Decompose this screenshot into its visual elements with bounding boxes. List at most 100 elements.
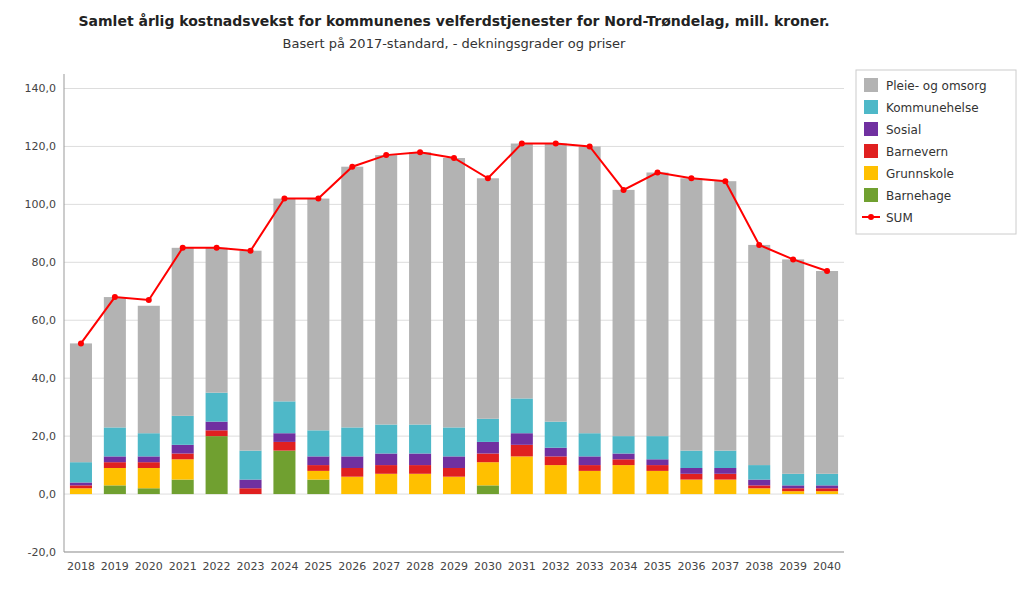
bar-segment — [646, 172, 668, 436]
legend-label: Pleie- og omsorg — [886, 79, 987, 93]
grid — [64, 88, 844, 552]
bar-segment — [206, 436, 228, 494]
bar-segment — [782, 259, 804, 473]
bar-segment — [816, 488, 838, 491]
bar-segment — [646, 436, 668, 459]
sum-marker — [78, 340, 84, 346]
bar-segment — [782, 474, 804, 486]
x-tick-label: 2037 — [711, 560, 739, 573]
sum-marker — [451, 155, 457, 161]
bar-segment — [341, 167, 363, 428]
bar-segment — [680, 451, 702, 468]
bar-segment — [206, 422, 228, 431]
bar-segment — [307, 480, 329, 494]
sum-line — [81, 144, 827, 344]
bar-segment — [714, 468, 736, 474]
bar-segment — [307, 471, 329, 480]
bar-segment — [477, 419, 499, 442]
bar-segment — [545, 144, 567, 422]
bar-segment — [206, 393, 228, 422]
y-tick-label: 60,0 — [32, 314, 57, 327]
bar-segment — [375, 474, 397, 494]
bar-segment — [273, 401, 295, 433]
bar-segment — [443, 477, 465, 494]
bar-segment — [172, 480, 194, 494]
x-tick-label: 2039 — [779, 560, 807, 573]
bar-segment — [307, 430, 329, 456]
sum-marker — [112, 294, 118, 300]
bar-segment — [748, 488, 770, 494]
bar-segment — [511, 445, 533, 457]
sum-marker — [654, 169, 660, 175]
x-axis-line — [64, 552, 844, 553]
y-tick-label: 100,0 — [25, 198, 57, 211]
bar-segment — [104, 485, 126, 494]
grid-line — [64, 88, 844, 89]
y-tick-label: 120,0 — [25, 140, 57, 153]
bar-segment — [138, 468, 160, 488]
title: Samlet årlig kostnadsvekst for kommunene… — [78, 13, 829, 29]
bar-segment — [375, 155, 397, 424]
x-tick-label: 2021 — [169, 560, 197, 573]
bar-segment — [646, 459, 668, 465]
sum-marker — [621, 187, 627, 193]
sum-marker — [315, 196, 321, 202]
x-tick-label: 2031 — [508, 560, 536, 573]
bar-segment — [613, 465, 635, 494]
bar-segment — [579, 465, 601, 471]
bar-segment — [273, 451, 295, 494]
sum-marker — [417, 149, 423, 155]
bar-segment — [680, 178, 702, 450]
bar-segment — [273, 199, 295, 402]
x-tick-label: 2030 — [474, 560, 502, 573]
bar-segment — [172, 248, 194, 416]
bar-segment — [511, 433, 533, 445]
bar-segment — [307, 199, 329, 431]
bar-segment — [70, 485, 92, 488]
bar-segment — [104, 456, 126, 462]
legend-swatch — [864, 122, 878, 136]
bar-segment — [138, 462, 160, 468]
bar-segment — [714, 181, 736, 450]
bar-segment — [240, 451, 262, 480]
sum-marker — [824, 268, 830, 274]
sum-marker — [553, 141, 559, 147]
bar-segment — [206, 430, 228, 436]
y-tick-label: 140,0 — [25, 82, 57, 95]
bar-segment — [477, 178, 499, 418]
sum-marker — [722, 178, 728, 184]
bar-segment — [545, 465, 567, 494]
bar-segment — [613, 459, 635, 465]
legend-swatch — [864, 144, 878, 158]
bar-segment — [477, 454, 499, 463]
bar-segment — [409, 465, 431, 474]
bar-segment — [579, 146, 601, 433]
bar-segment — [206, 248, 228, 393]
bar-segment — [782, 491, 804, 494]
bar-segment — [70, 343, 92, 462]
bar-segment — [477, 442, 499, 454]
bar-segment — [138, 488, 160, 494]
bar-segment — [443, 427, 465, 456]
bar-segment — [240, 488, 262, 494]
bar-segment — [172, 459, 194, 479]
x-tick-label: 2035 — [643, 560, 671, 573]
y-tick-label: 20,0 — [32, 430, 57, 443]
x-tick-label: 2033 — [576, 560, 604, 573]
bar-segment — [782, 485, 804, 488]
bar-segment — [104, 297, 126, 427]
x-tick-label: 2025 — [304, 560, 332, 573]
legend-label: Barnevern — [886, 145, 948, 159]
bar-segment — [748, 480, 770, 486]
x-tick-label: 2028 — [406, 560, 434, 573]
bar-segment — [511, 144, 533, 399]
bar-segment — [680, 468, 702, 474]
x-tick-label: 2038 — [745, 560, 773, 573]
y-tick-label: 80,0 — [32, 256, 57, 269]
bar-segment — [646, 465, 668, 471]
grid-line — [64, 552, 844, 553]
bar-segment — [782, 488, 804, 491]
bar-segment — [816, 491, 838, 494]
sum-marker — [180, 245, 186, 251]
plot-area — [70, 141, 838, 495]
